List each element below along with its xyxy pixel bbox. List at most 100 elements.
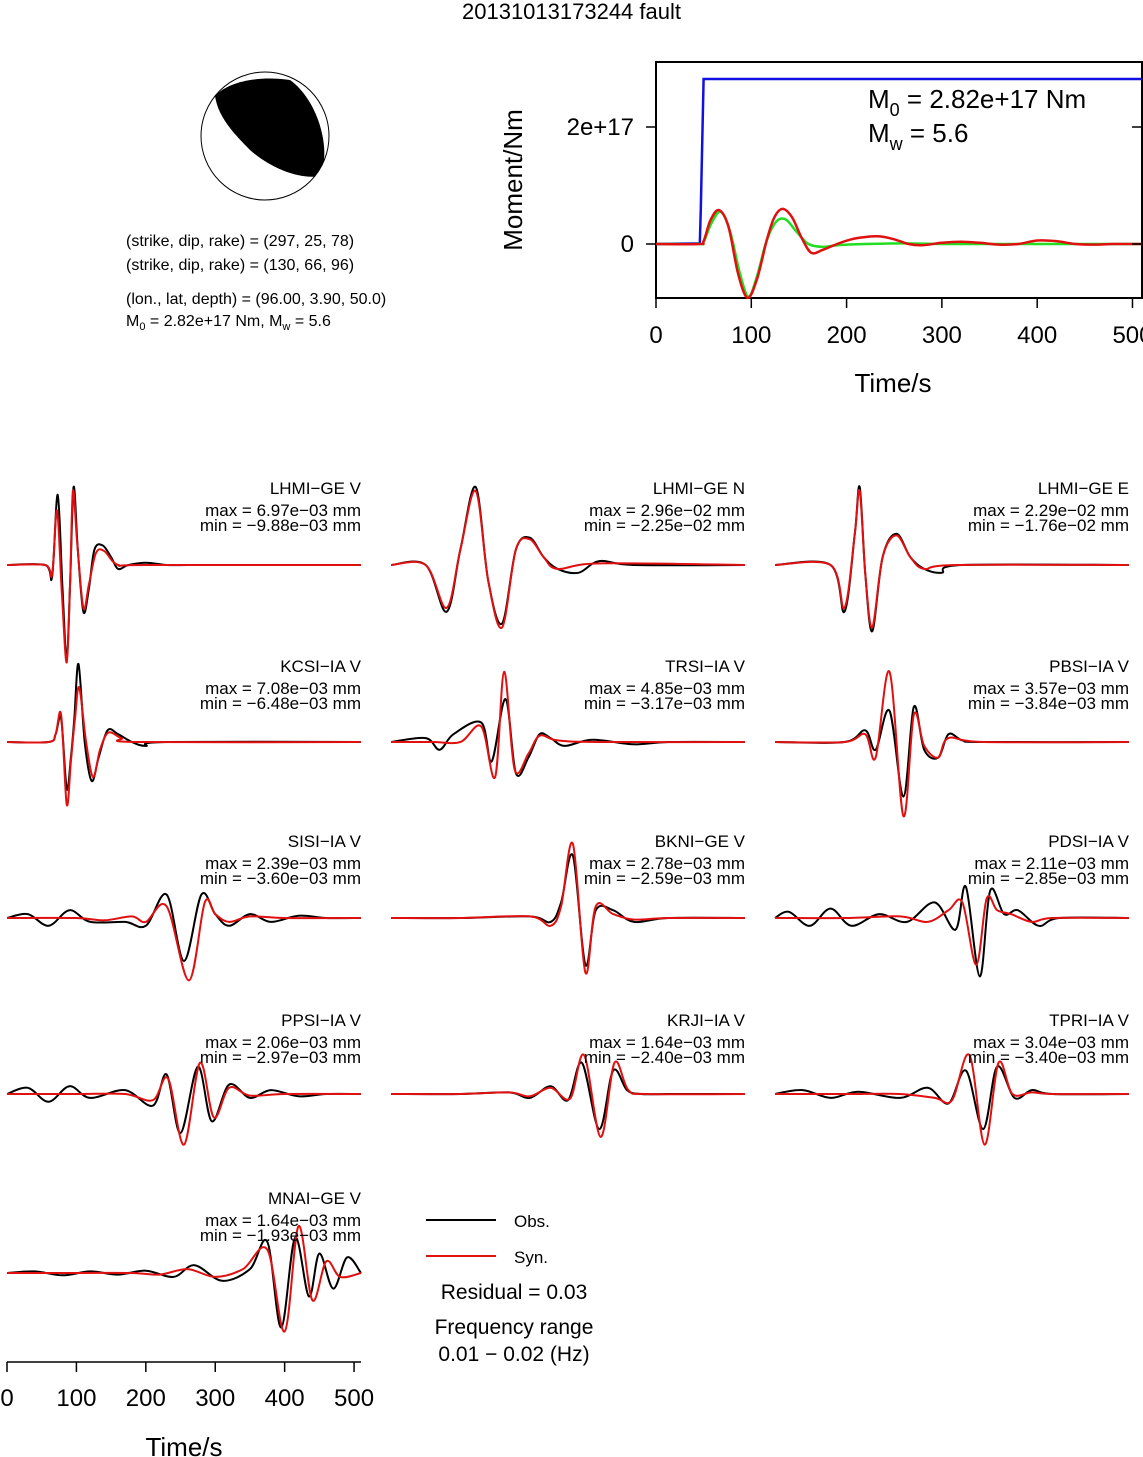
moment-xtick-label-3: 300	[922, 322, 962, 349]
synthetic-trace	[390, 670, 746, 779]
station-max: max = 7.08e−03 mm	[205, 679, 361, 698]
synthetic-trace	[7, 1225, 362, 1333]
synthetic-trace	[6, 898, 362, 982]
legend-obs-label: Obs.	[514, 1212, 550, 1231]
waveform-xlabel: Time/s	[145, 1432, 222, 1457]
moment-m: M	[126, 313, 140, 330]
moment-plot-frame	[655, 61, 1143, 299]
station-name: TRSI−IA V	[665, 657, 745, 676]
synthetic-trace	[6, 686, 362, 807]
station-name: MNAI−GE V	[268, 1189, 362, 1208]
synthetic-trace	[774, 670, 1130, 818]
station-min: min = −3.60e−03 mm	[200, 869, 361, 888]
moment-annotation-mw: Mw = 5.6	[868, 118, 968, 154]
station-name: PDSI−IA V	[1048, 832, 1129, 851]
observed-trace	[6, 1065, 362, 1135]
synthetic-trace	[774, 489, 1130, 629]
observed-trace	[774, 705, 1130, 798]
moment-xtick-label-4: 400	[1017, 322, 1057, 349]
station-max: max = 2.11e−03 mm	[974, 854, 1129, 873]
observed-trace	[774, 1065, 1130, 1131]
legend-syn-label: Syn.	[514, 1248, 548, 1267]
source-moment: M0 = 2.82e+17 Nm, Mw = 5.6	[126, 312, 331, 337]
station-name: SISI−IA V	[288, 832, 362, 851]
time-axis-label-0: 0	[0, 1385, 13, 1412]
station-max: max = 2.78e−03 mm	[589, 854, 745, 873]
moment-series-2	[655, 207, 1143, 300]
frequency-range-value: 0.01 − 0.02 (Hz)	[438, 1343, 589, 1366]
time-axis-label-5: 500	[334, 1385, 374, 1412]
legend: Obs. Syn. Residual = 0.03 Frequency rang…	[426, 1212, 593, 1366]
synthetic-trace	[6, 489, 361, 664]
nodal-plane-2: (strike, dip, rake) = (130, 66, 96)	[126, 257, 355, 274]
station-min: min = −2.40e−03 mm	[584, 1048, 745, 1067]
station-max: max = 3.04e−03 mm	[973, 1033, 1129, 1052]
source-location: (lon., lat, depth) = (96.00, 3.90, 50.0)	[126, 291, 387, 308]
station-name: LHMI−GE N	[653, 479, 745, 498]
station-max: max = 2.29e−02 mm	[973, 501, 1129, 520]
station-max: max = 2.39e−03 mm	[205, 854, 361, 873]
station-max: max = 1.64e−03 mm	[589, 1033, 745, 1052]
waveform-time-axis: 0 100 200 300 400 500	[0, 1361, 374, 1412]
moment-sub: 0	[139, 321, 146, 334]
synthetic-trace	[7, 1061, 362, 1146]
station-min: min = −1.76e−02 mm	[968, 516, 1129, 535]
station-min: min = −9.88e−03 mm	[200, 516, 361, 535]
synthetic-trace	[775, 1053, 1130, 1146]
moment-plot: 010020030040050002e+17 M0 = 2.82e+17 Nm …	[498, 61, 1143, 398]
station-min: min = −2.59e−03 mm	[584, 869, 745, 888]
moment-xlabel: Time/s	[854, 368, 931, 398]
moment-xtick-label-5: 500	[1112, 322, 1143, 349]
station-name: KCSI−IA V	[280, 657, 361, 676]
frequency-range-label: Frequency range	[435, 1316, 594, 1339]
station-name: LHMI−GE E	[1038, 479, 1129, 498]
station-min: min = −6.48e−03 mm	[200, 694, 361, 713]
station-name: BKNI−GE V	[655, 832, 746, 851]
synthetic-trace	[390, 489, 746, 629]
moment-ytick-label-0: 0	[621, 231, 634, 258]
synthetic-trace	[390, 1053, 746, 1138]
synthetic-trace	[774, 895, 1130, 966]
moment-ylabel: Moment/Nm	[498, 109, 528, 251]
focal-mechanism	[200, 71, 330, 201]
time-axis-label-1: 100	[56, 1385, 96, 1412]
synthetic-trace	[390, 841, 746, 975]
station-max: max = 6.97e−03 mm	[205, 501, 361, 520]
station-name: KRJI−IA V	[667, 1011, 746, 1030]
beachball-compressional-quadrant	[215, 78, 325, 177]
moment-annotation-m0: M0 = 2.82e+17 Nm	[868, 84, 1086, 120]
station-min: min = −3.40e−03 mm	[968, 1048, 1129, 1067]
station-max: max = 4.85e−03 mm	[589, 679, 745, 698]
station-max: max = 2.06e−03 mm	[205, 1033, 361, 1052]
moment-xtick-label-2: 200	[827, 322, 867, 349]
nodal-plane-1: (strike, dip, rake) = (297, 25, 78)	[126, 233, 355, 250]
station-name: PBSI−IA V	[1049, 657, 1130, 676]
time-axis-label-3: 300	[195, 1385, 235, 1412]
residual-text: Residual = 0.03	[441, 1281, 588, 1304]
time-axis-label-4: 400	[265, 1385, 305, 1412]
mw-sub: w	[282, 321, 291, 334]
station-min: min = −2.97e−03 mm	[200, 1048, 361, 1067]
observed-trace	[6, 1236, 362, 1329]
time-axis-label-2: 200	[126, 1385, 166, 1412]
station-min: min = −1.93e−03 mm	[200, 1226, 361, 1245]
moment-ytick-label-1: 2e+17	[567, 114, 634, 141]
station-max: max = 3.57e−03 mm	[973, 679, 1129, 698]
mw-rest: = 5.6	[290, 313, 331, 330]
station-name: LHMI−GE V	[270, 479, 362, 498]
station-max: max = 1.64e−03 mm	[205, 1211, 361, 1230]
